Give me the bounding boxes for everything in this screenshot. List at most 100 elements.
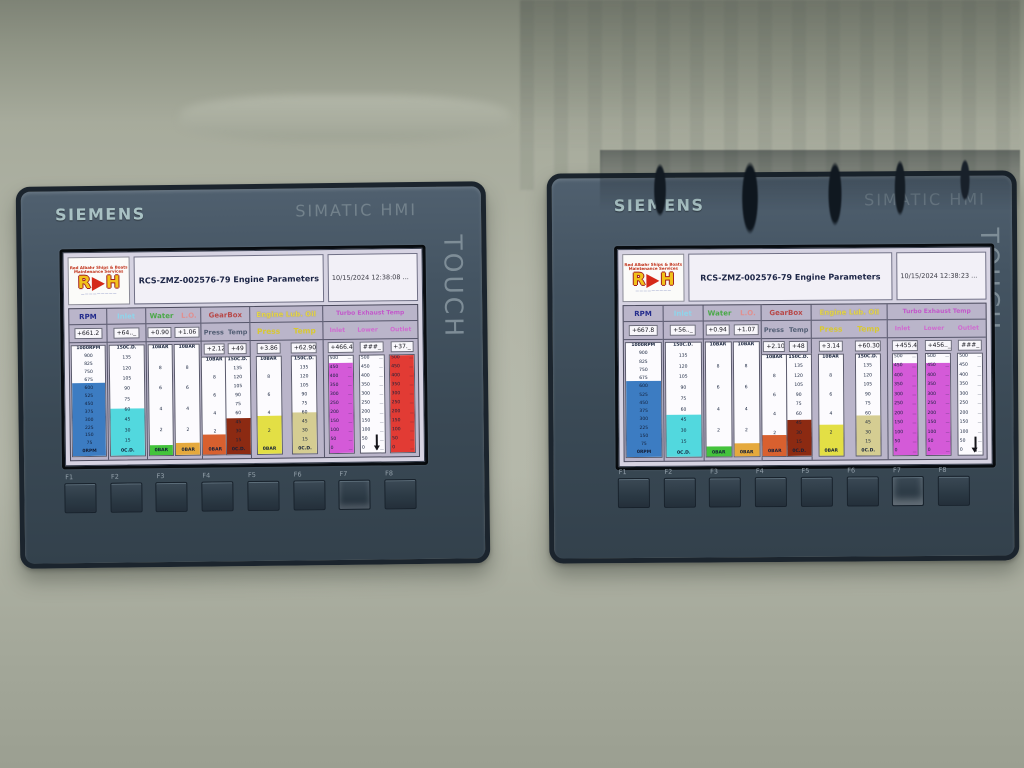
- gauge-scale: 10BAR 8 6 4 2 0BAR: [260, 356, 277, 453]
- function-key-cap-f6[interactable]: [292, 480, 326, 511]
- hmi-touchscreen[interactable]: Red Albahr Ships & Boats Maintenance Serv…: [617, 246, 993, 468]
- bar-gauge: 500—450—400—350—300—250—200—150—100—50—0…: [891, 353, 919, 457]
- parameter-group-water-lo: Water L.O. +0.94 +1.07 10BAR 8 6 4 2 0BAR 10BAR 8 6 4…: [703, 305, 763, 461]
- logo-letter-left: R: [632, 269, 646, 290]
- value-readout: ###_: [958, 339, 983, 351]
- function-key-cap-f5[interactable]: [247, 480, 280, 512]
- function-key-cap-f1[interactable]: [64, 482, 97, 514]
- wall-water-streaks: [520, 0, 1020, 190]
- sub-label: Press: [819, 324, 843, 334]
- function-key-label: F8: [938, 465, 947, 474]
- function-key-label: F5: [801, 466, 810, 475]
- function-key-cap-f4[interactable]: [201, 481, 234, 512]
- function-key-cap-f4[interactable]: [754, 476, 788, 508]
- function-key-label: F6: [293, 470, 302, 479]
- sub-row-engine-lub-oil: Press Temp: [811, 320, 888, 339]
- hmi-touchscreen[interactable]: Red Albahr Ships & Boats Maintenance Serv…: [62, 247, 426, 467]
- gauge-scale: 500—450—400—350—300—250—200—150—100—50—0…: [360, 355, 385, 452]
- gauge-area-water-lo: 10BAR 8 6 4 2 0BAR 10BAR 8 6 4 2 0BAR: [703, 339, 761, 460]
- value-readout: +3.14: [818, 340, 843, 352]
- column-header-turbo-exhaust: Turbo Exhaust Temp: [887, 303, 986, 321]
- gauge-column: +2.12 10BAR 8 6 4 2 0BAR: [201, 343, 229, 456]
- gauge-scale: 150C.D. 135 120 105 90 75 60 45 30 15 0C.D.: [227, 357, 248, 453]
- function-key-label: F1: [65, 473, 74, 482]
- screen-bezel: Red Albahr Ships & Boats Maintenance Serv…: [59, 244, 429, 470]
- simatic-hmi-label: SIMATIC HMI: [295, 199, 418, 221]
- function-key-label: F8: [385, 469, 394, 478]
- siemens-logo: SIEMENS: [54, 204, 146, 225]
- bar-gauge: 10BAR 8 6 4 2 0BAR: [761, 353, 788, 458]
- function-key-f6: F6: [292, 470, 326, 511]
- bar-gauge: 500—450—400—350—300—250—200—150—100—50—0…: [957, 352, 984, 456]
- bar-gauge: 1000RPM 900 825 750 675 600 525 450 375 300 225 150…: [70, 344, 108, 458]
- function-key-cap-f7[interactable]: [891, 476, 925, 507]
- column-header-label: GearBox: [208, 310, 243, 320]
- function-key-cap-f8[interactable]: [937, 475, 970, 506]
- gauge-column: +3.86 10BAR 8 6 4 2 0BAR: [255, 342, 283, 455]
- sub-label: Inlet: [894, 325, 911, 333]
- value-readout: ###_: [359, 341, 384, 353]
- company-logo: Red Albahr Ships & Boats Maintenance Serv…: [622, 253, 685, 303]
- function-key-f2: F2: [663, 468, 696, 508]
- gauge-column: +456.._ 500—450—400—350—300—250—200—150—1…: [923, 339, 953, 457]
- gauge-area-engine-lub-oil: +3.14 10BAR 8 6 4 2 0BAR +60.30 150C.D. 135 120 105…: [812, 338, 888, 460]
- function-key-f8: F8: [384, 469, 417, 510]
- gauge-area-engine-lub-oil: +3.86 10BAR 8 6 4 2 0BAR +62.90 150C.D. 135 120 105…: [251, 340, 325, 458]
- gauge-area-water-lo: 10BAR 8 6 4 2 0BAR 10BAR 8 6 4 2 0BAR: [146, 342, 202, 460]
- function-key-f3: F3: [155, 472, 189, 513]
- bar-gauge: 1000RPM 900 825 750 675 600 525 450 375 300 225 150…: [624, 341, 663, 459]
- gauge-column: ###_ 500—450—400—350—300—250—200—150—100—…: [358, 341, 387, 454]
- function-key-cap-f1[interactable]: [617, 477, 650, 509]
- value-readout: +48: [789, 340, 808, 352]
- bar-gauge: 500—450—400—350—300—250—200—150—100—50—0…: [925, 352, 952, 457]
- parameter-group-engine-lub-oil: Engine Lub. Oil Press Temp +3.86 10BAR 8 6 4 2 0B…: [250, 306, 326, 459]
- value-readout: +1.06: [174, 326, 200, 338]
- datetime-display: 10/15/2024 12:38:08 ...: [327, 252, 419, 303]
- gauge-column: +466.4 500—450—400—350—300—250—200—150—10…: [326, 341, 356, 455]
- function-key-cap-f3[interactable]: [155, 481, 189, 513]
- sub-label: Temp: [227, 327, 248, 336]
- value-readout: +3.86: [256, 342, 281, 354]
- value-readout: +466.4: [327, 341, 354, 354]
- logo-letter-right: H: [660, 269, 675, 290]
- sub-label: Temp: [857, 324, 880, 334]
- bar-gauge: 500—450—400—350—300—250—200—150—100—50—0…: [389, 354, 417, 454]
- function-key-cap-f7[interactable]: [338, 479, 371, 510]
- gauge-scale: 1000RPM 900 825 750 675 600 525 450 375 300 225 150…: [76, 345, 101, 455]
- gauge-column: +62.90 150C.D. 135 120 105 90 75 60 45 30 15 0C.D.: [290, 342, 320, 455]
- bar-gauge: 500—450—400—350—300—250—200—150—100—50—0…: [358, 354, 387, 454]
- function-key-label: F3: [156, 472, 165, 481]
- sub-row-water-lo: +0.90 +1.06: [145, 323, 201, 343]
- siemens-logo: SIEMENS: [613, 195, 705, 216]
- bar-gauge: 150C.D. 135 120 105 90 75 60 45 30 15 0C.D.: [854, 353, 882, 457]
- gauge-area-inlet: 150C.D. 135 120 105 90 75 60 45 30 15 0C.D.: [108, 342, 147, 459]
- function-key-cap-f6[interactable]: [846, 476, 879, 507]
- function-key-label: F2: [110, 472, 119, 481]
- value-readout: +62.90: [290, 342, 317, 354]
- gauge-area-gearbox: +2.10 10BAR 8 6 4 2 0BAR +48 150C.D. 135 120 105 90 7…: [761, 339, 813, 460]
- column-header-label: Turbo Exhaust Temp: [902, 307, 971, 316]
- sub-row-engine-lub-oil: Press Temp: [250, 322, 323, 342]
- function-key-cap-f8[interactable]: [384, 479, 417, 510]
- logo-letter-right: H: [105, 272, 121, 293]
- function-key-cap-f2[interactable]: [110, 482, 143, 513]
- sub-row-turbo-exhaust: Inlet Lower Outlet: [887, 319, 986, 339]
- column-header-water-lo: Water L.O.: [145, 307, 201, 325]
- column-header-rpm: RPM: [623, 305, 663, 323]
- gauge-column: +3.14 10BAR 8 6 4 2 0BAR: [817, 340, 845, 457]
- gauge-scale: 10BAR 8 6 4 2 0BAR: [151, 345, 169, 454]
- value-readout: +64.._: [113, 327, 140, 339]
- function-key-cap-f3[interactable]: [709, 477, 742, 508]
- parameter-group-engine-lub-oil: Engine Lub. Oil Press Temp +3.14 10BAR 8 6 4 2 0B…: [811, 304, 889, 460]
- column-header-label: Inlet: [673, 309, 692, 318]
- gauge-scale: 10BAR 8 6 4 2 0BAR: [709, 342, 727, 455]
- parameters-table: RPM +661.2 1000RPM 900 825 750 675 600 525 450 375…: [68, 303, 421, 462]
- gauge-area-rpm: 1000RPM 900 825 750 675 600 525 450 375 300 225 150…: [70, 343, 109, 460]
- function-key-row: F1 F2 F3 F4 F5 F6 F7 F8: [64, 469, 417, 514]
- sub-label: Temp: [293, 326, 316, 336]
- function-key-cap-f2[interactable]: [663, 477, 696, 508]
- value-readout: +49: [228, 343, 247, 355]
- function-key-cap-f5[interactable]: [800, 476, 833, 507]
- gauge-column: +48 150C.D. 135 120 105 90 75 60 45 30 15 0C.D.: [785, 340, 813, 457]
